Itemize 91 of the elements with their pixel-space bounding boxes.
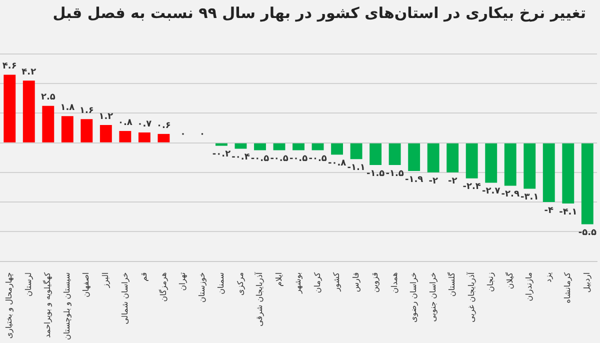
bar — [504, 143, 516, 186]
bar — [370, 143, 382, 166]
x-tick-label: آذربایجان غربی — [466, 271, 476, 322]
data-label: ۰ — [199, 130, 205, 140]
data-label: -۰.۲ — [212, 150, 232, 160]
data-label: -۲ — [448, 176, 458, 186]
bar — [273, 143, 286, 150]
data-label: ۴.۲ — [22, 67, 37, 78]
x-tick-label: ایلام — [274, 272, 284, 286]
bar — [388, 143, 401, 166]
data-label: -۲.۹ — [501, 190, 520, 200]
data-label: -۱.۱ — [347, 162, 366, 173]
x-tick-label: همدان — [390, 272, 399, 294]
data-label: ۰.۸ — [118, 118, 133, 128]
bar — [119, 130, 132, 142]
data-label: -۰.۵ — [289, 154, 308, 164]
data-label: -۱.۹ — [405, 174, 424, 185]
x-tick-label: سمنان — [216, 272, 226, 294]
bar — [61, 116, 74, 142]
x-tick-label: البرز — [101, 272, 110, 289]
x-tick-label: گلستان — [446, 272, 457, 297]
data-label: -۱.۵ — [386, 168, 404, 179]
x-tick-label: خراسان جنوبی — [428, 272, 438, 322]
x-tick-label: خراسان شمالی — [120, 272, 130, 324]
data-label: -۴.۱ — [559, 207, 578, 218]
x-tick-label: قزوین — [370, 272, 380, 293]
bar — [158, 134, 170, 142]
x-tick-label: هرمزگان — [158, 272, 168, 302]
x-tick-label: کرمانشاه — [563, 272, 572, 304]
data-label: -۲.۷ — [482, 186, 501, 197]
x-tick-label: سیستان و بلوچستان — [62, 272, 72, 340]
x-tick-label: بوشهر — [294, 272, 303, 294]
bar — [446, 143, 459, 172]
bar — [408, 143, 420, 171]
bar — [312, 143, 324, 150]
x-tick-label: خوزستان — [197, 272, 206, 303]
data-label: ۱.۸ — [60, 103, 76, 114]
data-label: -۲ — [428, 176, 438, 186]
x-tick-label: مرکزی — [236, 272, 245, 296]
data-label: ۰ — [180, 130, 186, 140]
data-label: -۰.۴ — [232, 152, 250, 163]
x-tick-label: زنجان — [486, 272, 496, 292]
bar — [216, 143, 228, 146]
bar — [427, 143, 440, 172]
x-tick-label: گیلان — [504, 272, 514, 290]
data-label: ۴.۶ — [2, 62, 17, 72]
data-label: -۴ — [544, 206, 554, 216]
bar — [542, 143, 555, 202]
bar — [350, 143, 362, 160]
bar — [485, 143, 498, 183]
x-tick-label: فارس — [351, 272, 360, 292]
data-label: -۲.۴ — [462, 182, 482, 192]
x-tick-label: کهگیلویه و بویراحمد — [42, 272, 52, 338]
bar — [331, 143, 344, 155]
data-label: ۲.۵ — [40, 92, 56, 103]
x-tick-label: خراسان رضوی — [409, 272, 418, 322]
x-tick-label: آذربایجان شرقی — [254, 271, 264, 326]
bar — [138, 132, 150, 142]
data-label: -۰.۵ — [270, 154, 289, 164]
bar — [22, 80, 35, 142]
bar — [4, 74, 16, 142]
data-label: -۰.۵ — [250, 154, 270, 164]
x-tick-label: اردبیل — [582, 272, 592, 293]
x-tick-label: یزد — [544, 272, 553, 282]
x-tick-label: کشور — [332, 272, 342, 292]
bar — [254, 143, 266, 150]
data-label: -۱.۵ — [366, 168, 386, 179]
bar — [581, 143, 594, 224]
x-tick-label: اصفهان — [82, 272, 91, 298]
bar — [100, 125, 112, 142]
chart-title: تغییر نرخ بیکاری در استان‌های کشور در بهار سال ۹۹ نسبت به فصل قبل — [52, 4, 586, 22]
data-label: ۱.۶ — [79, 106, 94, 116]
bar — [292, 143, 304, 150]
data-label: -۵.۵ — [578, 228, 597, 238]
bar — [42, 106, 54, 142]
bar — [524, 143, 536, 189]
x-tick-label: چهارمحال و بختیاری — [4, 272, 14, 339]
x-tick-label: قم — [140, 272, 149, 282]
data-label: ۰.۷ — [137, 119, 152, 130]
x-tick-label: مازندران — [524, 272, 534, 302]
data-label: ۰.۶ — [156, 120, 171, 131]
data-label: -۰.۸ — [328, 158, 347, 169]
bar — [80, 119, 93, 142]
data-label: -۳.۱ — [520, 192, 539, 203]
x-tick-label: تهران — [178, 272, 188, 291]
x-tick-label: لرستان — [24, 272, 33, 297]
x-tick-label: کرمان — [312, 272, 322, 294]
bar — [466, 143, 478, 178]
data-label: -۰.۵ — [308, 154, 328, 164]
data-label: ۱.۲ — [98, 112, 114, 122]
bar — [562, 143, 574, 204]
